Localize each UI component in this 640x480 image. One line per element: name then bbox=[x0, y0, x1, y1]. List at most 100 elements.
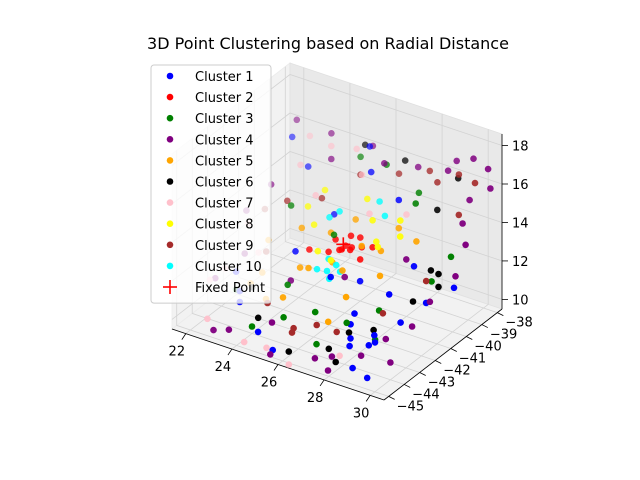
cluster-4-point bbox=[293, 116, 301, 124]
grid-line-x bbox=[323, 113, 443, 381]
cluster-6-point bbox=[435, 283, 442, 291]
grid-line-y bbox=[284, 66, 498, 313]
cluster-9-point bbox=[422, 277, 430, 285]
y-tick bbox=[404, 384, 411, 388]
cluster-3-point bbox=[284, 281, 292, 289]
cluster-10-point bbox=[336, 208, 343, 215]
legend-entry: Cluster 6 bbox=[166, 176, 254, 191]
z-tick-label: 10 bbox=[512, 293, 529, 308]
cluster-8-point bbox=[373, 238, 380, 245]
cluster-1-point bbox=[330, 211, 338, 218]
cluster-10-point bbox=[326, 214, 333, 221]
cluster-7-point bbox=[353, 145, 361, 153]
cluster-6-point bbox=[370, 326, 377, 334]
legend-label: Cluster 9 bbox=[195, 239, 254, 254]
cluster-8-point bbox=[304, 203, 312, 210]
x-tick-label: 24 bbox=[215, 360, 232, 375]
cluster-2-point bbox=[347, 232, 355, 240]
y-tick-label: −43 bbox=[428, 375, 455, 390]
cluster-5-point bbox=[352, 216, 360, 223]
cluster-9-point bbox=[426, 167, 434, 175]
x-tick bbox=[273, 364, 279, 371]
cluster-6-point bbox=[435, 270, 442, 278]
cluster-4-point bbox=[444, 167, 452, 174]
legend-marker bbox=[166, 93, 174, 101]
cluster-4-point bbox=[470, 155, 477, 162]
cluster-6-point bbox=[427, 267, 435, 274]
legend-entry: Cluster 4 bbox=[166, 133, 254, 148]
cluster-8-point bbox=[314, 247, 322, 255]
cluster-6-point bbox=[409, 298, 417, 305]
x-tick bbox=[319, 379, 325, 387]
cluster-3-point bbox=[415, 189, 423, 197]
cluster-4-point bbox=[426, 298, 434, 306]
cluster-1-point bbox=[365, 342, 373, 349]
cluster-7-point bbox=[204, 315, 211, 323]
legend-entry: Fixed Point bbox=[163, 280, 265, 296]
cluster-6-point bbox=[401, 157, 409, 164]
legend-label: Cluster 6 bbox=[195, 176, 254, 191]
cluster-8-point bbox=[321, 186, 329, 194]
legend-entry: Cluster 1 bbox=[166, 70, 254, 85]
y-tick-label: −45 bbox=[397, 399, 424, 414]
cluster-1-point bbox=[366, 143, 374, 150]
cluster-9-point bbox=[471, 179, 479, 187]
legend-marker bbox=[166, 136, 174, 143]
cluster-9-point bbox=[318, 194, 326, 202]
cluster-7-point bbox=[263, 344, 270, 352]
cluster-5-point bbox=[376, 272, 384, 280]
cluster-8-point bbox=[364, 195, 371, 203]
cluster-1-point bbox=[327, 273, 335, 281]
cluster-4-point bbox=[484, 165, 492, 173]
x-tick-label: 26 bbox=[261, 376, 278, 391]
cluster-1-point bbox=[288, 133, 296, 141]
legend-label: Cluster 2 bbox=[195, 91, 254, 106]
cluster-4-point bbox=[210, 326, 217, 334]
cluster-1-point bbox=[410, 263, 418, 270]
cluster-1-point bbox=[304, 163, 312, 170]
cluster-3-point bbox=[311, 308, 319, 316]
cluster-3-point bbox=[412, 200, 420, 207]
legend-entry: Cluster 7 bbox=[166, 197, 254, 212]
cluster-1-point bbox=[349, 364, 356, 372]
legend-marker bbox=[166, 72, 174, 80]
cluster-5-point bbox=[358, 242, 366, 250]
legend-marker bbox=[166, 157, 174, 164]
legend-label: Cluster 8 bbox=[195, 218, 254, 233]
cluster-7-point bbox=[403, 211, 410, 218]
cluster-5-point bbox=[324, 318, 332, 326]
cluster-1-point bbox=[450, 284, 458, 292]
cluster-4-point bbox=[381, 160, 388, 167]
cluster-3-point bbox=[313, 340, 320, 348]
cluster-5-point bbox=[413, 238, 420, 245]
cluster-10-point bbox=[376, 198, 383, 205]
cluster-9-point bbox=[284, 197, 291, 205]
y-tick bbox=[481, 324, 488, 328]
cluster-4-point bbox=[459, 220, 466, 227]
y-tick bbox=[419, 372, 426, 376]
x-tick-label: 22 bbox=[169, 345, 186, 360]
y-tick-label: −38 bbox=[505, 316, 532, 331]
cluster-1-point bbox=[254, 328, 262, 336]
cluster-6-point bbox=[254, 314, 262, 322]
x-tick bbox=[365, 395, 371, 402]
legend-frame bbox=[150, 64, 272, 304]
cluster-4-point bbox=[452, 273, 459, 280]
legend-entry: Cluster 3 bbox=[166, 112, 254, 127]
legend-marker bbox=[166, 262, 174, 270]
cluster-9-point bbox=[455, 171, 463, 178]
cluster-3-point bbox=[447, 253, 455, 261]
cluster-7-point bbox=[306, 132, 314, 140]
cluster-4-point bbox=[328, 130, 335, 137]
cluster-1-point bbox=[367, 168, 375, 176]
cluster-10-point bbox=[381, 212, 389, 220]
legend-label: Cluster 5 bbox=[195, 154, 254, 169]
cluster-4-point bbox=[466, 196, 473, 204]
legend-label: Fixed Point bbox=[195, 281, 265, 296]
legend-marker bbox=[166, 199, 174, 206]
cluster-2-point bbox=[325, 248, 332, 256]
cluster-6-point bbox=[285, 348, 293, 355]
cluster-3-point bbox=[287, 202, 295, 209]
cluster-4-point bbox=[382, 335, 390, 343]
cluster-1-point bbox=[347, 335, 354, 342]
